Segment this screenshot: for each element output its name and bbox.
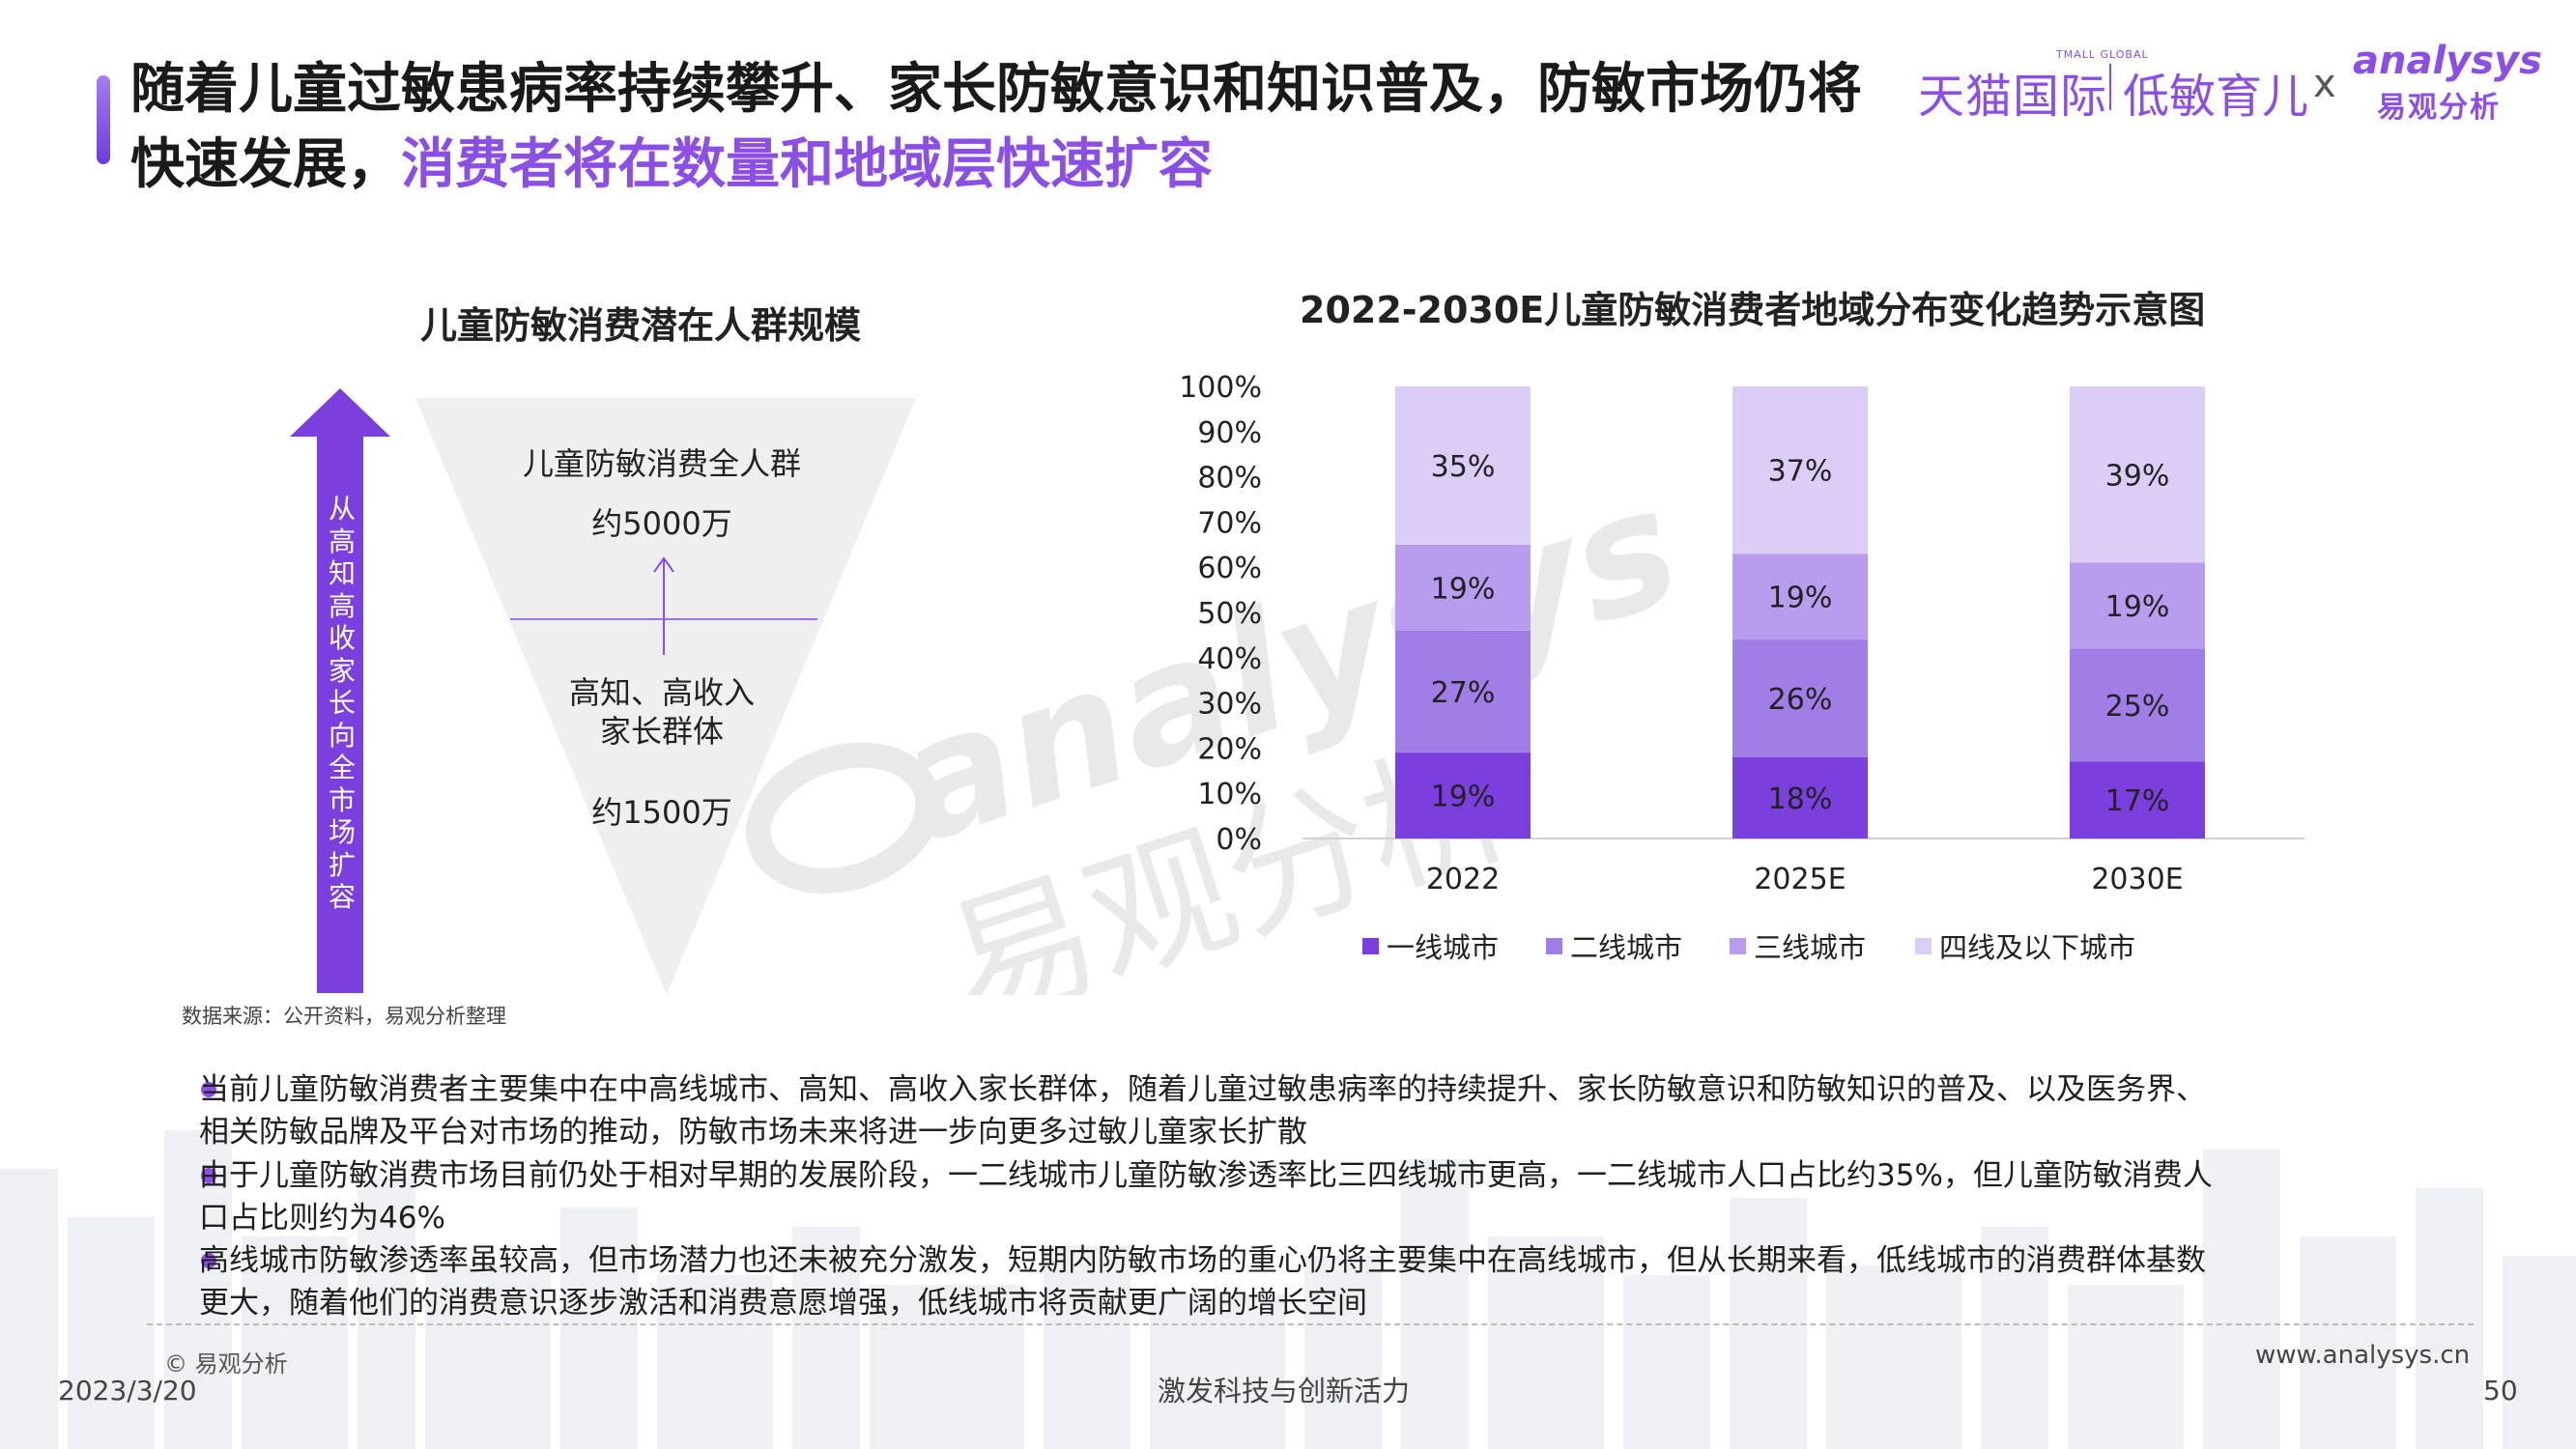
data-label: 19% bbox=[1431, 572, 1496, 606]
y-tick-label: 70% bbox=[1197, 506, 1262, 540]
bar-segment-2025E-3 bbox=[1732, 386, 1868, 554]
chart-title: 2022-2030E儿童防敏消费者地域分布变化趋势示意图 bbox=[1300, 289, 2206, 331]
brand-collab-x: x bbox=[2313, 62, 2336, 106]
page-number: 50 bbox=[2483, 1375, 2518, 1406]
funnel-triangle bbox=[415, 398, 916, 995]
data-label: 19% bbox=[1768, 582, 1833, 615]
bullet-2: 由于儿童防敏消费市场目前仍处于相对早期的发展阶段，一二线城市儿童防敏渗透率比三四… bbox=[199, 1158, 2213, 1236]
footer-divider bbox=[147, 1323, 2474, 1325]
data-label: 27% bbox=[1431, 676, 1496, 710]
legend-item-tier4: 四线及以下城市 bbox=[1915, 925, 2135, 964]
data-label: 25% bbox=[2105, 690, 2170, 724]
city-skyline-background bbox=[0, 1130, 2576, 1449]
analysys-logo-cn: 易观分析 bbox=[2377, 91, 2501, 125]
bullet-dot-2 bbox=[201, 1168, 216, 1183]
bar-segment-2025E-1 bbox=[1732, 639, 1868, 757]
bar-segment-2022-2 bbox=[1395, 544, 1531, 631]
bar-segment-2025E-0 bbox=[1732, 756, 1868, 838]
y-tick-label: 80% bbox=[1197, 462, 1262, 496]
legend-swatch-tier1 bbox=[1362, 937, 1379, 954]
bar-segment-2030E-1 bbox=[2070, 648, 2205, 762]
y-tick-label: 20% bbox=[1197, 732, 1262, 766]
y-tick-label: 100% bbox=[1179, 371, 1262, 405]
footer-date: 2023/3/20 bbox=[58, 1375, 197, 1406]
y-tick-label: 40% bbox=[1197, 642, 1262, 676]
left-panel-title: 儿童防敏消费潜在人群规模 bbox=[420, 304, 862, 347]
legend-swatch-tier4 bbox=[1915, 937, 1932, 954]
x-tick-label: 2022 bbox=[1426, 863, 1500, 896]
top-group-label: 儿童防敏消费全人群 bbox=[522, 445, 801, 482]
bullet-dot-1 bbox=[201, 1082, 216, 1097]
data-label: 26% bbox=[1768, 683, 1833, 717]
bottom-group-label-line1: 高知、高收入 bbox=[568, 674, 755, 711]
bottom-group-value: 约1500万 bbox=[591, 794, 732, 831]
top-group-value: 约5000万 bbox=[591, 505, 732, 542]
y-tick-label: 50% bbox=[1197, 597, 1262, 631]
legend-item-tier3: 三线城市 bbox=[1730, 925, 1866, 964]
y-tick-label: 90% bbox=[1197, 416, 1262, 450]
y-tick-label: 30% bbox=[1197, 688, 1262, 722]
population-funnel bbox=[290, 388, 916, 995]
data-label: 39% bbox=[2105, 459, 2170, 493]
bar-segment-2022-0 bbox=[1395, 753, 1531, 838]
x-tick-label: 2030E bbox=[2091, 863, 2183, 896]
data-label: 35% bbox=[1431, 450, 1496, 484]
footer-url[interactable]: www.analysys.cn bbox=[2255, 1341, 2471, 1370]
data-source-note: 数据来源：公开资料，易观分析整理 bbox=[182, 1005, 506, 1028]
brand-separator bbox=[2109, 64, 2111, 110]
y-tick-label: 60% bbox=[1197, 552, 1262, 585]
bar-segment-2025E-2 bbox=[1732, 554, 1868, 640]
analysys-logo: analysys bbox=[2353, 39, 2542, 83]
y-tick-label: 10% bbox=[1197, 778, 1262, 811]
title-highlight: 消费者将在数量和地域层快速扩容 bbox=[401, 133, 1213, 196]
bar-segment-2022-3 bbox=[1395, 386, 1531, 545]
title-main: 随着儿童过敏患病率持续攀升、家长防敏意识和知识普及，防敏市场仍将快速发展， bbox=[130, 58, 1862, 196]
footer-copyright: © 易观分析 bbox=[164, 1350, 288, 1378]
legend-swatch-tier2 bbox=[1546, 937, 1562, 954]
bars: 19% 27% 19% 35% 18% 26% 19% 37% 17% 25% 19% 39% bbox=[1395, 386, 2205, 838]
legend-item-tier1: 一线城市 bbox=[1362, 925, 1499, 964]
x-tick-label: 2025E bbox=[1754, 863, 1846, 896]
y-axis: 0% 10% 20% 30% 40% 50% 60% 70% 80% 90% 100% bbox=[1179, 371, 2304, 857]
bullet-dot-3 bbox=[201, 1253, 216, 1268]
arrow-caption: 从高知高收家长向全市场扩容 bbox=[328, 493, 356, 913]
stacked-bar-chart: 0% 10% 20% 30% 40% 50% 60% 70% 80% 90% 100% 19% 27%… bbox=[1179, 371, 2304, 896]
low-allergy-logo: 低敏育儿 bbox=[2123, 70, 2309, 124]
expand-arrow-icon bbox=[290, 388, 390, 993]
title-accent-bar bbox=[97, 75, 110, 164]
data-label: 37% bbox=[1768, 455, 1833, 489]
data-label: 19% bbox=[2105, 590, 2170, 624]
footer-slogan: 激发科技与创新活力 bbox=[1158, 1375, 1411, 1407]
bullet-3: 高线城市防敏渗透率虽较高，但市场潜力也还未被充分激发，短期内防敏市场的重心仍将主… bbox=[199, 1243, 2206, 1321]
bar-segment-2022-1 bbox=[1395, 630, 1531, 753]
data-label: 18% bbox=[1768, 782, 1833, 816]
tmall-global-logo-small: TMALL GLOBAL bbox=[2056, 48, 2149, 61]
page-title: 随着儿童过敏患病率持续攀升、家长防敏意识和知识普及，防敏市场仍将快速发展，消费者… bbox=[130, 52, 1870, 203]
bullet-1: 当前儿童防敏消费者主要集中在中高线城市、高知、高收入家长群体，随着儿童过敏患病率… bbox=[199, 1072, 2206, 1150]
data-label: 19% bbox=[1431, 781, 1496, 814]
bar-segment-2030E-3 bbox=[2070, 386, 2205, 563]
legend-swatch-tier3 bbox=[1730, 937, 1746, 954]
data-label: 17% bbox=[2105, 784, 2170, 818]
bar-segment-2030E-2 bbox=[2070, 562, 2205, 649]
bottom-group-label-line2: 家长群体 bbox=[599, 713, 724, 750]
legend-item-tier2: 二线城市 bbox=[1546, 925, 1682, 964]
x-axis: 2022 2025E 2030E bbox=[1426, 863, 2184, 896]
tmall-global-logo: 天猫国际 bbox=[1918, 70, 2108, 124]
bar-segment-2030E-0 bbox=[2070, 761, 2205, 838]
y-tick-label: 0% bbox=[1216, 823, 1262, 857]
